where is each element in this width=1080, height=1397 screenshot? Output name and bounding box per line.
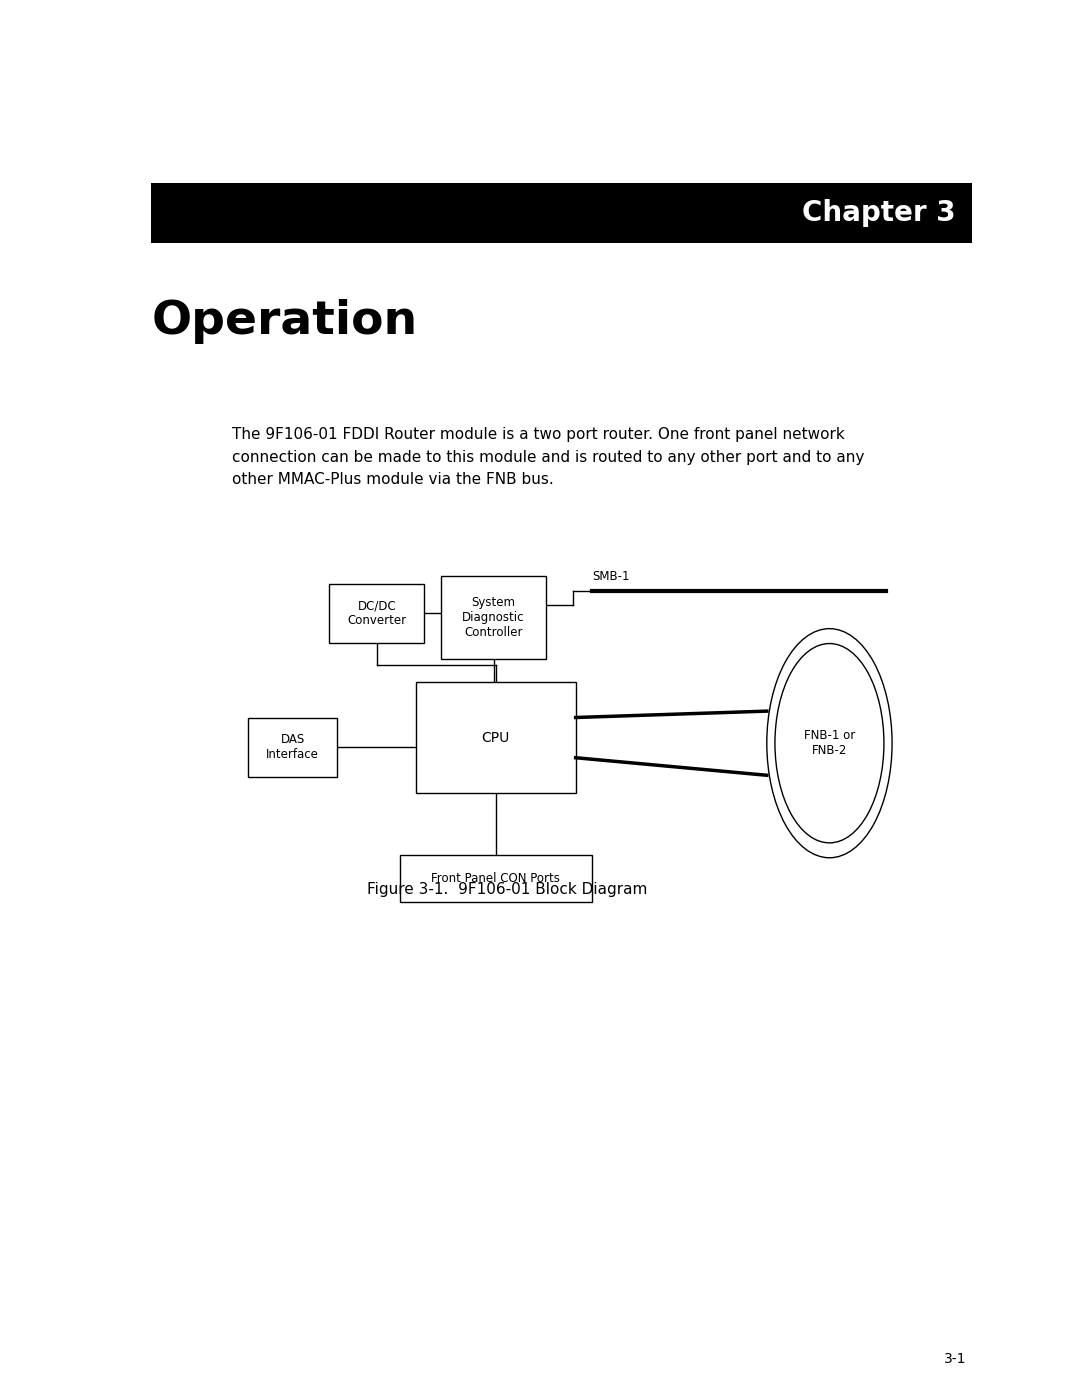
Bar — [248, 718, 337, 777]
Text: The 9F106-01 FDDI Router module is a two port router. One front panel network
co: The 9F106-01 FDDI Router module is a two… — [232, 427, 865, 488]
Bar — [329, 584, 424, 643]
Bar — [416, 682, 576, 793]
Text: Operation: Operation — [151, 299, 418, 344]
Text: System
Diagnostic
Controller: System Diagnostic Controller — [462, 597, 525, 638]
Text: FNB-1 or
FNB-2: FNB-1 or FNB-2 — [804, 729, 855, 757]
Bar — [400, 855, 592, 902]
Text: CPU: CPU — [482, 731, 510, 745]
Ellipse shape — [767, 629, 892, 858]
Bar — [151, 183, 972, 243]
Text: Figure 3-1.  9F106-01 Block Diagram: Figure 3-1. 9F106-01 Block Diagram — [367, 882, 648, 897]
Text: DC/DC
Converter: DC/DC Converter — [348, 599, 406, 627]
Bar — [441, 576, 546, 659]
Text: SMB-1: SMB-1 — [592, 570, 630, 583]
Text: Front Panel CON Ports: Front Panel CON Ports — [431, 872, 561, 886]
Text: 3-1: 3-1 — [944, 1352, 967, 1366]
Text: DAS
Interface: DAS Interface — [267, 733, 319, 761]
Ellipse shape — [775, 644, 883, 842]
Text: Chapter 3: Chapter 3 — [802, 198, 956, 228]
